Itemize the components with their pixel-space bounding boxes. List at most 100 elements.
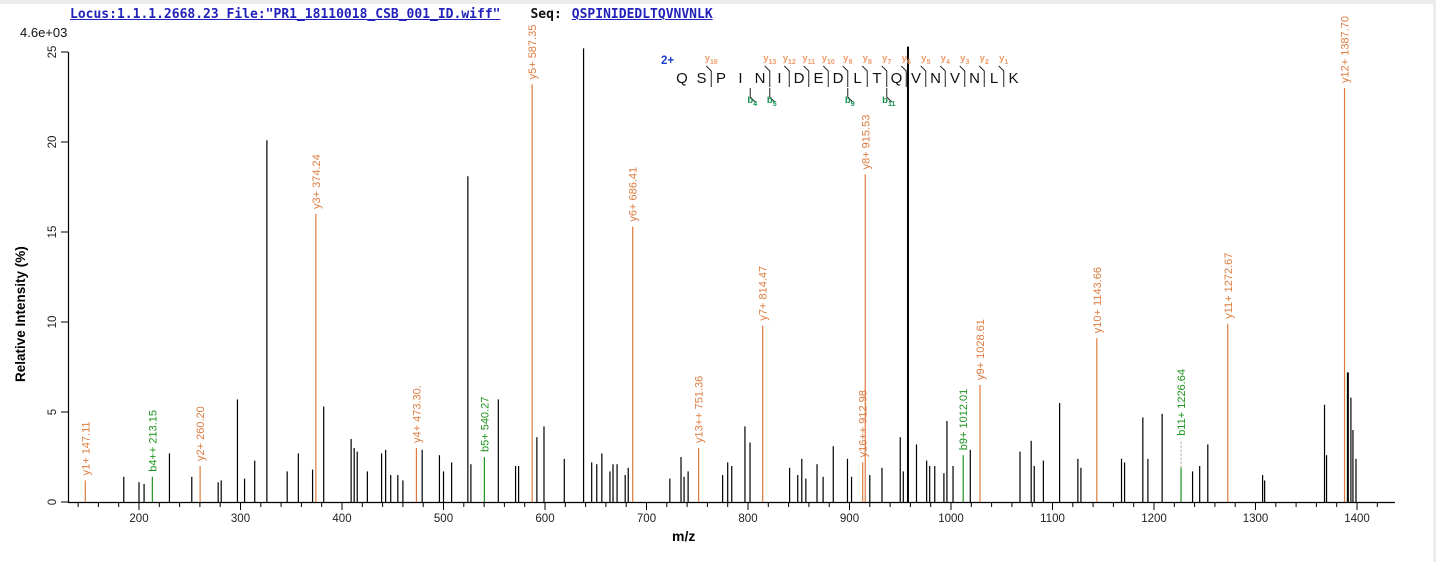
sequence-residue: I — [777, 70, 782, 87]
peak-label: y13++ 751.36 — [694, 376, 706, 443]
sequence-link[interactable]: QSPINIDEDLTQVNVNLK — [571, 7, 713, 22]
sequence-residue: K — [1008, 70, 1019, 87]
top-border — [0, 0, 1436, 4]
peak-label: b9+ 1012.01 — [958, 389, 970, 450]
peak-label: y6+ 686.41 — [628, 167, 640, 222]
right-border — [1433, 0, 1436, 562]
sequence-residue: L — [853, 70, 862, 87]
peak-label: y2+ 260.20 — [195, 406, 207, 461]
y-tick-label: 20 — [47, 136, 59, 149]
sequence-residue: Q — [676, 70, 688, 87]
y-tick-label: 5 — [47, 409, 59, 415]
x-tick-label: 800 — [738, 513, 757, 525]
y6-ion-label: y6 — [901, 53, 911, 66]
y-cleavage-mark — [959, 65, 966, 87]
sequence-residue: E — [813, 70, 824, 87]
peak-label: b11+ 1226.64 — [1176, 369, 1188, 436]
peak-label: y8+ 915.53 — [860, 115, 872, 170]
peak-label: y1+ 147.11 — [80, 421, 92, 475]
peak-label: y3+ 374.24 — [311, 154, 323, 209]
x-tick-label: 700 — [637, 513, 656, 525]
x-tick-label: 1000 — [938, 513, 964, 525]
y-tick-label: 25 — [47, 46, 59, 59]
sequence-residue: Q — [890, 70, 903, 87]
sequence-residue: L — [989, 70, 999, 87]
b5-ion-label: b5 — [766, 95, 777, 108]
y-cleavage-mark — [705, 65, 712, 87]
x-tick-label: 1100 — [1040, 513, 1065, 525]
y-cleavage-mark — [900, 65, 907, 87]
y7-ion-label: y7 — [882, 53, 892, 66]
x-tick-label: 1400 — [1344, 513, 1370, 525]
x-tick-label: 900 — [840, 513, 859, 525]
peak-label: y10+ 1143.66 — [1092, 267, 1104, 333]
y13-ion-label: y13 — [763, 53, 777, 66]
header: Locus:1.1.1.2668.23 File:"PR1_18110018_C… — [70, 7, 713, 22]
y-tick-label: 10 — [47, 316, 59, 329]
y-cleavage-mark — [803, 65, 810, 87]
y-cleavage-mark — [920, 65, 927, 87]
sequence-residue: T — [872, 70, 882, 87]
precursor-charge-label: 2+ — [661, 55, 675, 67]
locus-file-link[interactable]: Locus:1.1.1.2668.23 File:"PR1_18110018_C… — [70, 7, 501, 22]
peak-label: y5+ 587.35 — [527, 25, 539, 80]
sequence-residue: P — [715, 70, 726, 87]
y4-ion-label: y4 — [940, 53, 950, 66]
y3-ion-label: y3 — [960, 53, 970, 66]
peak-label: y4+ 473.30. — [411, 385, 423, 443]
y-cleavage-mark — [881, 65, 888, 87]
y1-ion-label: y1 — [999, 53, 1009, 66]
y-cleavage-mark — [822, 65, 829, 87]
y10-ion-label: y10 — [821, 53, 835, 66]
y-cleavage-mark — [783, 65, 790, 87]
b-cleavage-mark — [847, 88, 854, 103]
b-cleavage-mark — [769, 88, 776, 103]
y-tick-label: 0 — [47, 499, 59, 505]
y2-ion-label: y2 — [979, 53, 989, 66]
y5-ion-label: y5 — [921, 53, 931, 66]
x-tick-label: 300 — [231, 513, 250, 525]
y-tick-label: 15 — [47, 226, 59, 239]
peak-label: b5+ 540.27 — [479, 397, 491, 452]
sequence-residue: N — [969, 70, 980, 87]
x-tick-label: 400 — [332, 513, 351, 525]
b-cleavage-mark — [749, 88, 756, 103]
sequence-residue: N — [754, 70, 766, 87]
y9-ion-label: y9 — [843, 53, 853, 66]
peak-label: b4++ 213.15 — [147, 410, 159, 472]
x-tick-label: 500 — [434, 513, 453, 525]
y-cleavage-mark — [842, 65, 849, 87]
b9-ion-label: b9 — [844, 95, 855, 108]
b-cleavage-mark — [886, 88, 893, 103]
seq-label: Seq: — [530, 7, 562, 22]
y12-ion-label: y12 — [782, 53, 796, 66]
sequence-residue: S — [696, 70, 707, 87]
sequence-residue: D — [793, 70, 805, 87]
peak-label: y9+ 1028.61 — [975, 319, 987, 380]
b11-ion-label: b11 — [882, 95, 896, 108]
y-cleavage-mark — [978, 65, 985, 87]
x-tick-label: 1200 — [1141, 513, 1167, 525]
peak-label: y16++ 912.98 — [858, 390, 870, 457]
y-cleavage-mark — [939, 65, 946, 87]
intensity-scale-label: 4.6e+03 — [20, 25, 68, 40]
y-cleavage-mark — [861, 65, 868, 87]
x-tick-label: 1300 — [1243, 513, 1269, 525]
b4-ion-label: b4 — [747, 95, 758, 108]
sequence-residue: I — [738, 70, 743, 87]
x-tick-label: 600 — [535, 513, 554, 525]
peak-label: y11+ 1272.67 — [1223, 253, 1235, 319]
x-axis-title: m/z — [672, 528, 696, 544]
y11-ion-label: y11 — [802, 53, 816, 66]
sequence-residue: D — [832, 70, 844, 87]
y-cleavage-mark — [998, 65, 1005, 87]
y8-ion-label: y8 — [862, 53, 872, 66]
peak-label: y12+ 1387.70 — [1340, 16, 1352, 83]
x-tick-label: 200 — [129, 513, 148, 525]
sequence-residue: V — [949, 70, 960, 87]
y-cleavage-mark — [764, 65, 771, 87]
sequence-residue: N — [930, 70, 941, 87]
peak-label: y7+ 814.47 — [758, 266, 770, 321]
